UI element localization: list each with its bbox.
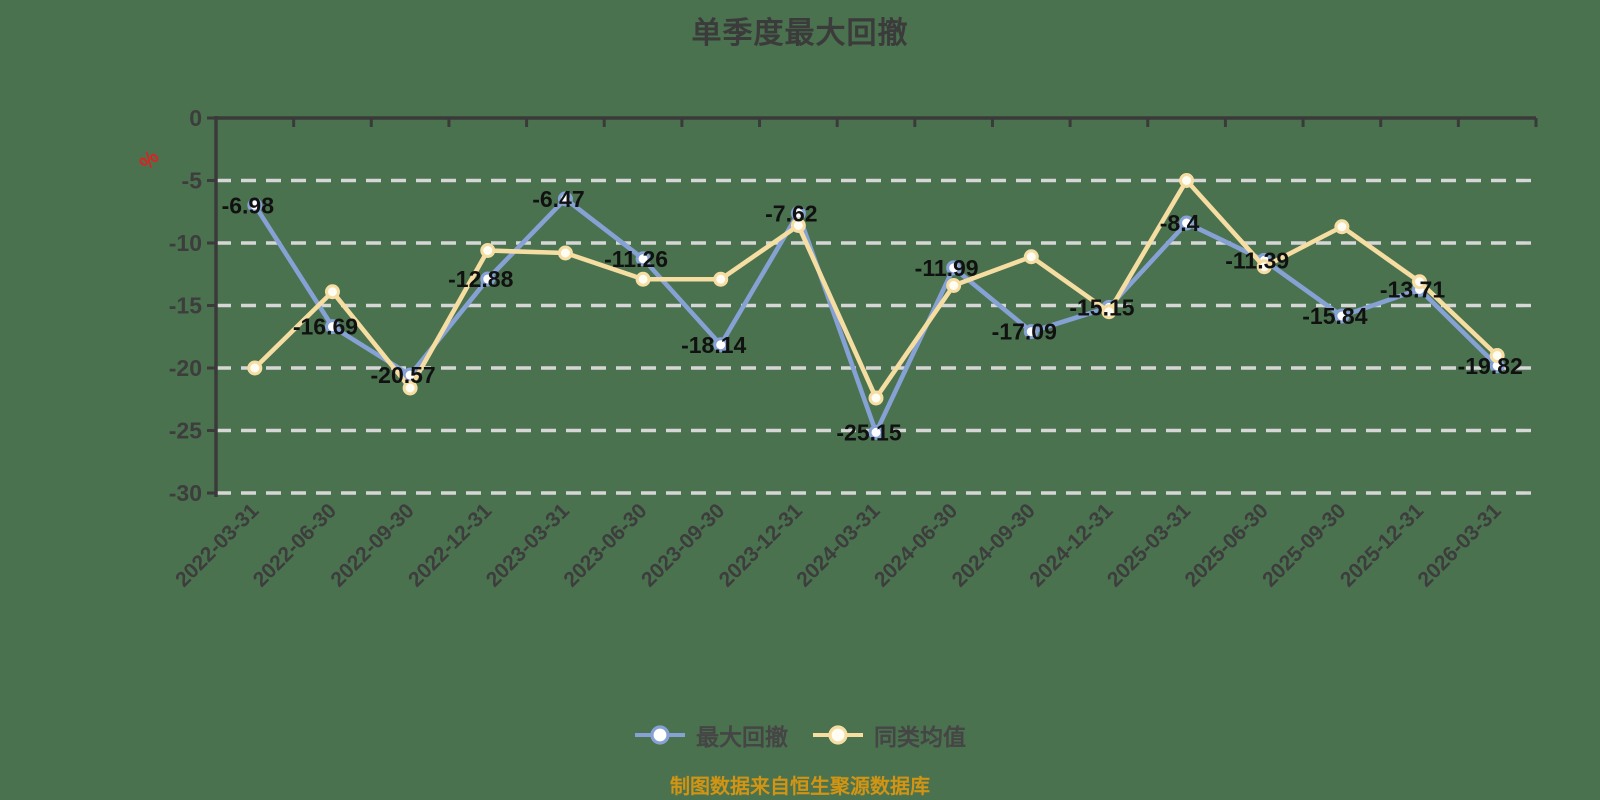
- x-axis-label: 2022-12-31: [404, 499, 496, 591]
- data-label: -11.26: [604, 246, 668, 272]
- legend-item-peer-average[interactable]: 同类均值: [812, 718, 966, 752]
- max-drawdown-point[interactable]: [713, 337, 729, 353]
- peer-average-point[interactable]: [1101, 304, 1117, 320]
- peer-average-point[interactable]: [557, 245, 573, 261]
- x-axis-label: 2022-03-31: [171, 499, 263, 591]
- x-axis-label: 2023-06-30: [559, 499, 651, 591]
- peer-average-point[interactable]: [1489, 348, 1505, 363]
- x-axis-label: 2026-03-31: [1413, 499, 1505, 591]
- x-axis-label: 2024-03-31: [792, 499, 884, 591]
- max-drawdown-point[interactable]: [324, 319, 340, 335]
- max-drawdown-point[interactable]: [1023, 324, 1039, 340]
- peer-average-point[interactable]: [480, 243, 496, 258]
- y-axis-label: -15: [169, 293, 202, 319]
- peer-average-point[interactable]: [1256, 259, 1272, 275]
- peer-average-point[interactable]: [868, 390, 884, 406]
- data-label: -16.69: [293, 314, 358, 340]
- max-drawdown-point[interactable]: [480, 271, 496, 287]
- data-label: -6.98: [222, 192, 275, 218]
- peer-average-line: [252, 178, 1500, 401]
- legend-item-max-drawdown[interactable]: 最大回撤: [634, 718, 788, 752]
- data-label: -13.71: [1380, 276, 1445, 302]
- peer-average-point[interactable]: [1023, 249, 1039, 265]
- max-drawdown-point[interactable]: [868, 424, 884, 440]
- y-axis-label: -20: [169, 355, 202, 381]
- peer-average-point[interactable]: [946, 278, 962, 293]
- data-label: -12.88: [448, 266, 513, 292]
- peer-average-point[interactable]: [1412, 274, 1428, 290]
- data-label: -25.15: [836, 419, 901, 445]
- x-axis-label: 2022-09-30: [326, 499, 418, 591]
- data-label: -18.14: [681, 332, 746, 358]
- x-axis-label: 2022-06-30: [249, 499, 341, 591]
- max-drawdown-point[interactable]: [557, 191, 573, 207]
- x-axis-label: 2024-06-30: [870, 499, 962, 591]
- max-drawdown-point[interactable]: [635, 251, 651, 267]
- data-label: -20.57: [371, 362, 436, 388]
- legend-label-max-drawdown: 最大回撤: [696, 724, 788, 750]
- y-axis-label: -5: [182, 168, 203, 194]
- data-label: -19.82: [1458, 353, 1523, 379]
- x-axis-label: 2025-12-31: [1336, 499, 1428, 591]
- peer-average-point[interactable]: [324, 284, 340, 300]
- source-note: 制图数据来自恒生聚源数据库: [670, 776, 930, 798]
- peer-average-point[interactable]: [1179, 173, 1195, 188]
- y-axis-unit: %: [135, 146, 163, 174]
- peer-average-point[interactable]: [713, 271, 729, 287]
- peer-average-point[interactable]: [1334, 219, 1350, 235]
- max-drawdown-point[interactable]: [1179, 215, 1195, 231]
- data-label: -17.09: [992, 319, 1057, 345]
- max-drawdown-point[interactable]: [1334, 308, 1350, 324]
- legend-label-peer-average: 同类均值: [874, 724, 966, 750]
- peer-average-point[interactable]: [635, 271, 651, 287]
- x-axis-label: 2025-09-30: [1258, 499, 1350, 591]
- y-axis-label: -25: [169, 418, 202, 444]
- peer-average-point[interactable]: [402, 380, 418, 396]
- x-axis-label: 2024-12-31: [1025, 499, 1117, 591]
- x-axis-label: 2025-03-31: [1103, 499, 1195, 591]
- peer-average-point[interactable]: [247, 360, 263, 376]
- max-drawdown-point[interactable]: [946, 260, 962, 276]
- legend: 最大回撤 同类均值: [0, 718, 1600, 752]
- data-label: -11.99: [915, 255, 979, 281]
- data-label: -15.84: [1302, 303, 1367, 329]
- x-axis-label: 2025-06-30: [1181, 499, 1273, 591]
- x-axis-label: 2024-09-30: [948, 499, 1040, 591]
- peer-average-point[interactable]: [790, 218, 806, 233]
- chart-title: 单季度最大回撤: [691, 17, 909, 50]
- data-label: -7.62: [765, 200, 817, 226]
- data-label: -8.4: [1160, 210, 1200, 236]
- y-axis-label: -30: [169, 480, 202, 506]
- data-label: -6.47: [532, 186, 584, 212]
- data-label: -15.15: [1069, 294, 1134, 320]
- x-axis-label: 2023-12-31: [715, 499, 807, 591]
- data-label: -11.39: [1225, 247, 1289, 273]
- x-axis-label: 2023-09-30: [637, 499, 729, 591]
- max-drawdown-marker-icon: [634, 722, 686, 748]
- max-drawdown-point[interactable]: [247, 197, 263, 213]
- x-axis-label: 2023-03-31: [482, 499, 574, 591]
- y-axis-label: 0: [189, 105, 202, 131]
- peer-average-marker-icon: [812, 722, 864, 748]
- y-axis-label: -10: [169, 230, 202, 256]
